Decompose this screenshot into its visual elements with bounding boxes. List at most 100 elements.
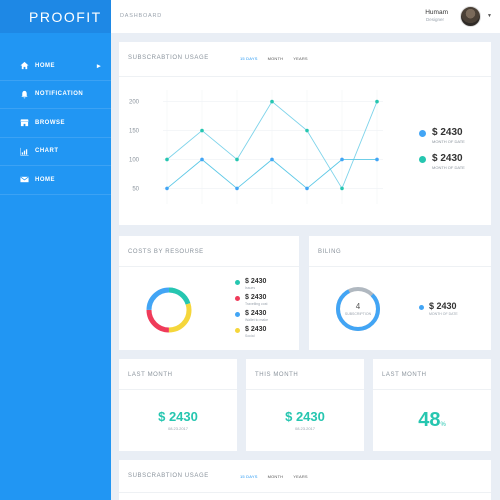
sidebar: PROOFIT HOME ▸ NOTIFICATION BROWSE CH — [0, 0, 111, 500]
card-title: COSTS BY RESOURSE — [128, 249, 204, 255]
user-name[interactable]: Humam — [425, 9, 448, 16]
stat-value: $ 2430 — [285, 409, 325, 424]
cost-label: Issues — [245, 286, 256, 290]
subscription-label: SUBSCRIPTION — [344, 312, 372, 316]
logo-bar: PROOFIT — [0, 0, 111, 33]
cost-label: Wallet to make — [245, 318, 269, 322]
stat-date: 08.23.2017 — [167, 426, 189, 431]
tab-15-days[interactable]: 15 DAYS — [240, 56, 258, 61]
card-title: SUBSCRABTION USAGE — [128, 473, 209, 479]
divider — [373, 389, 491, 390]
bar-chart-icon — [20, 147, 29, 156]
legend-dot — [419, 305, 424, 310]
data-point — [375, 157, 379, 162]
tab-15-days[interactable]: 15 DAYS — [240, 474, 258, 479]
tab-month[interactable]: MONTH — [267, 474, 284, 479]
store-icon — [20, 118, 29, 127]
subscription-count: 4 — [355, 302, 361, 311]
donut-segment — [146, 287, 192, 333]
data-point — [235, 157, 239, 162]
sidebar-nav: HOME ▸ NOTIFICATION BROWSE CHART HOME — [0, 52, 111, 195]
usage-line-chart: 50100150200SUNTUEWEDTHUFRISATMON — [129, 90, 383, 204]
legend-label: MONTH OF DATE — [432, 139, 465, 144]
y-tick-label: 100 — [129, 157, 140, 163]
data-point — [270, 157, 274, 162]
legend-item: $ 2430 MONTH OF DATE — [419, 127, 465, 144]
sidebar-item-notification[interactable]: NOTIFICATION — [0, 81, 111, 109]
costs-donut-chart — [146, 287, 192, 333]
cost-item: $ 2430 Social — [235, 326, 266, 338]
tab-years[interactable]: YEARS — [293, 56, 308, 61]
legend-dot — [235, 280, 240, 285]
sidebar-item-home[interactable]: HOME ▸ — [0, 52, 111, 81]
chevron-down-icon[interactable]: ▼ — [487, 13, 492, 19]
user-role: Designer — [425, 17, 444, 22]
card-title: SUBSCRABTION USAGE — [128, 55, 209, 61]
mail-icon — [20, 175, 29, 184]
cost-value: $ 2430 — [245, 278, 267, 285]
y-tick-label: 150 — [129, 129, 140, 135]
sidebar-item-browse[interactable]: BROWSE — [0, 109, 111, 138]
breadcrumb: DASHBOARD — [120, 13, 163, 19]
cost-value: $ 2430 — [245, 310, 267, 317]
sidebar-item-label: BROWSE — [35, 119, 65, 126]
data-point — [270, 99, 274, 104]
data-point — [305, 128, 309, 133]
data-point — [200, 128, 204, 133]
usage-card: SUBSCRABTION USAGE 15 DAYS MONTH YEARS 5… — [119, 42, 491, 225]
usage-card-2: SUBSCRABTION USAGE 15 DAYS MONTH YEARS — [119, 460, 491, 500]
divider — [119, 492, 491, 493]
ring-fill — [336, 287, 380, 331]
avatar[interactable] — [460, 6, 481, 27]
billing-card: BILING 4 SUBSCRIPTION $ 2430 MONTH OF DAT… — [309, 236, 491, 350]
stat-date: 08.23.2017 — [294, 426, 316, 431]
cost-item: $ 2430 Issues — [235, 278, 266, 290]
legend-dot — [419, 130, 426, 137]
sidebar-item-label: NOTIFICATION — [35, 91, 84, 98]
billing-value: $ 2430 — [429, 301, 457, 311]
legend-dot — [419, 156, 426, 163]
legend-dot — [235, 328, 240, 333]
legend-value: $ 2430 — [432, 153, 463, 164]
card-title: LAST MONTH — [128, 372, 173, 378]
billing-ring-chart — [336, 287, 380, 331]
data-point — [200, 157, 204, 162]
costs-card: COSTS BY RESOURSE $ 2430 Issues $ 2430 Tra… — [119, 236, 299, 350]
billing-legend: $ 2430 MONTH OF DATE — [419, 301, 458, 316]
cost-value: $ 2430 — [245, 326, 267, 333]
chevron-right-icon: ▸ — [96, 62, 101, 70]
percentage-value: 48 — [418, 409, 441, 431]
legend-label: MONTH OF DATE — [432, 165, 465, 170]
divider — [246, 389, 364, 390]
divider — [119, 389, 237, 390]
app-logo[interactable]: PROOFIT — [29, 8, 102, 25]
sidebar-item-mail[interactable]: HOME — [0, 166, 111, 195]
legend-item: $ 2430 MONTH OF DATE — [419, 153, 465, 170]
period-tabs: 15 DAYS MONTH YEARS — [240, 56, 308, 61]
card-title: BILING — [318, 249, 342, 255]
divider — [119, 76, 491, 77]
home-icon — [20, 61, 29, 70]
y-tick-label: 200 — [129, 100, 140, 106]
data-point — [340, 186, 344, 191]
tab-years[interactable]: YEARS — [293, 474, 308, 479]
divider — [309, 266, 491, 267]
tab-month[interactable]: MONTH — [267, 56, 284, 61]
stat-card-percentage: LAST MONTH 48% — [373, 359, 491, 451]
cost-item: $ 2430 Wallet to make — [235, 310, 268, 322]
sidebar-item-label: HOME — [35, 176, 55, 183]
legend-dot — [235, 296, 240, 301]
sidebar-item-label: HOME — [35, 62, 55, 69]
divider — [119, 266, 299, 267]
stat-card-last-month: LAST MONTH $ 2430 08.23.2017 — [119, 359, 237, 451]
data-point — [340, 157, 344, 162]
legend-value: $ 2430 — [432, 127, 463, 138]
cost-label: Travelling cost — [245, 302, 268, 306]
legend-dot — [235, 312, 240, 317]
data-point — [375, 99, 379, 104]
data-point — [165, 157, 169, 162]
billing-label: MONTH OF DATE — [429, 312, 458, 316]
data-point — [235, 186, 239, 191]
sidebar-item-chart[interactable]: CHART — [0, 138, 111, 166]
period-tabs: 15 DAYS MONTH YEARS — [240, 474, 308, 479]
